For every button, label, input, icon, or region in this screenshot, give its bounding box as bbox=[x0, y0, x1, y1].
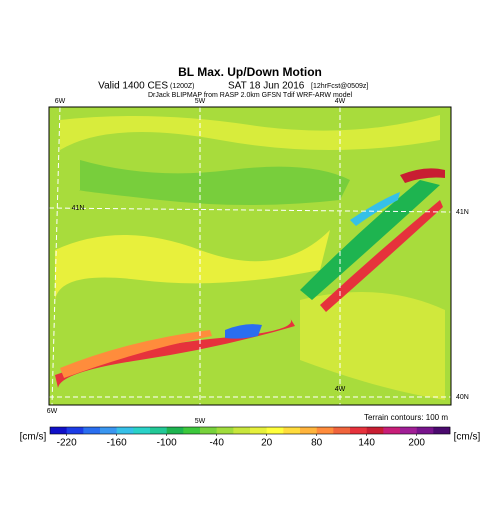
color-swatch bbox=[83, 427, 101, 434]
color-swatch bbox=[150, 427, 167, 434]
map-frame bbox=[48, 106, 452, 406]
color-swatch bbox=[416, 427, 434, 434]
field-patch bbox=[60, 115, 440, 150]
source: DrJack BLIPMAP from RASP 2.0km GFSN Tdif… bbox=[148, 92, 353, 99]
color-swatch bbox=[383, 427, 401, 434]
lon-label: 5W bbox=[195, 98, 206, 105]
color-swatch bbox=[216, 427, 234, 434]
map-field bbox=[48, 106, 452, 406]
color-swatch bbox=[166, 427, 184, 434]
color-swatch bbox=[233, 427, 251, 434]
color-swatch bbox=[283, 427, 301, 434]
tick-label: 20 bbox=[261, 438, 273, 449]
updraft-streak bbox=[320, 200, 443, 312]
color-swatch bbox=[333, 427, 351, 434]
updraft-streak bbox=[400, 168, 445, 183]
tick-label: -40 bbox=[209, 438, 224, 449]
lon-label: 6W bbox=[47, 408, 58, 415]
colorbar: -220 -160 -100 -40 20 80 140 200 bbox=[49, 426, 451, 449]
color-swatch bbox=[366, 427, 384, 434]
tick-label: 200 bbox=[408, 438, 425, 449]
color-swatch bbox=[133, 427, 151, 434]
lat-label: 41N bbox=[72, 205, 85, 212]
unit-label: [cm/s] bbox=[20, 432, 47, 443]
color-swatch bbox=[200, 427, 217, 434]
color-swatch bbox=[266, 427, 284, 434]
valid-time: Valid 1400 CES bbox=[98, 81, 168, 92]
updraft-streak bbox=[60, 330, 212, 378]
field-patch bbox=[300, 292, 445, 400]
tick-label: 140 bbox=[358, 438, 375, 449]
downdraft-streak bbox=[300, 180, 440, 300]
downdraft-patch bbox=[350, 192, 400, 226]
tick-label: -100 bbox=[157, 438, 177, 449]
utc-time: (1200Z) bbox=[170, 83, 195, 90]
lon-label: 5W bbox=[195, 418, 206, 425]
unit-label: [cm/s] bbox=[454, 432, 481, 443]
lat-label: 41N bbox=[456, 209, 469, 216]
color-swatch bbox=[316, 427, 334, 434]
field-patch bbox=[79, 160, 350, 205]
lat-label: 40N bbox=[456, 394, 469, 401]
lon-label: 4W bbox=[335, 386, 346, 393]
color-swatch bbox=[250, 427, 267, 434]
color-swatch bbox=[433, 427, 451, 434]
lon-label: 4W bbox=[335, 98, 346, 105]
graticule bbox=[48, 106, 452, 406]
date: SAT 18 Jun 2016 bbox=[228, 81, 305, 92]
color-swatch bbox=[400, 427, 417, 434]
tick-label: -160 bbox=[107, 438, 127, 449]
lon-label: 6W bbox=[55, 98, 66, 105]
downdraft-patch bbox=[225, 324, 262, 339]
field-patch bbox=[55, 230, 330, 300]
color-swatch bbox=[100, 427, 117, 434]
color-swatch bbox=[116, 427, 134, 434]
color-swatch bbox=[350, 427, 367, 434]
tick-label: -220 bbox=[57, 438, 77, 449]
color-swatch bbox=[50, 427, 67, 434]
color-swatch bbox=[300, 427, 317, 434]
forecast: [12hrFcst@0509z] bbox=[311, 83, 368, 90]
updraft-streak bbox=[55, 318, 295, 388]
color-swatch bbox=[183, 427, 201, 434]
color-swatch bbox=[66, 427, 84, 434]
title: BL Max. Up/Down Motion bbox=[178, 65, 322, 79]
terrain-note: Terrain contours: 100 m bbox=[364, 413, 448, 422]
colorbar-frame bbox=[49, 426, 451, 435]
tick-label: 80 bbox=[311, 438, 323, 449]
